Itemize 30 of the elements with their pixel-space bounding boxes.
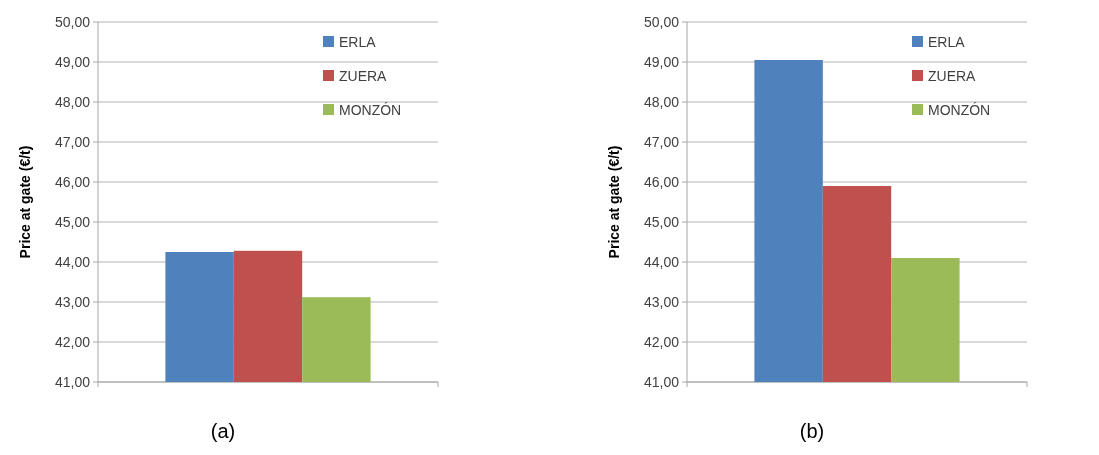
y-tick-label: 44,00 <box>643 253 680 270</box>
y-tick-label: 45,00 <box>54 213 91 230</box>
y-tick-label: 47,00 <box>643 133 680 150</box>
y-axis-title: Price at gate (€/t) <box>606 145 622 259</box>
legend-label: ERLA <box>928 33 966 50</box>
legend-label: ZUERA <box>339 67 388 84</box>
y-tick-label: 42,00 <box>54 333 91 350</box>
y-tick-label: 41,00 <box>54 373 91 390</box>
y-tick-label: 44,00 <box>54 253 91 270</box>
y-tick-label: 43,00 <box>54 293 91 310</box>
y-tick-label: 48,00 <box>54 93 91 110</box>
y-tick-label: 49,00 <box>643 53 680 70</box>
x-axis-title: (a) <box>210 420 236 442</box>
y-tick-label: 42,00 <box>643 333 680 350</box>
y-tick-label: 50,00 <box>643 13 680 30</box>
legend-label: ZUERA <box>928 67 977 84</box>
legend-label: ERLA <box>339 33 377 50</box>
y-tick-label: 41,00 <box>643 373 680 390</box>
y-tick-label: 47,00 <box>54 133 91 150</box>
y-tick-label: 43,00 <box>643 293 680 310</box>
y-tick-label: 46,00 <box>643 173 680 190</box>
legend-label: MONZÓN <box>339 101 402 118</box>
y-tick-label: 48,00 <box>643 93 680 110</box>
y-tick-label: 46,00 <box>54 173 91 190</box>
y-tick-label: 45,00 <box>643 213 680 230</box>
y-tick-label: 50,00 <box>54 13 91 30</box>
y-tick-label: 49,00 <box>54 53 91 70</box>
y-axis-title: Price at gate (€/t) <box>17 145 33 259</box>
legend-label: MONZÓN <box>928 101 991 118</box>
x-axis-title: (b) <box>799 420 825 442</box>
